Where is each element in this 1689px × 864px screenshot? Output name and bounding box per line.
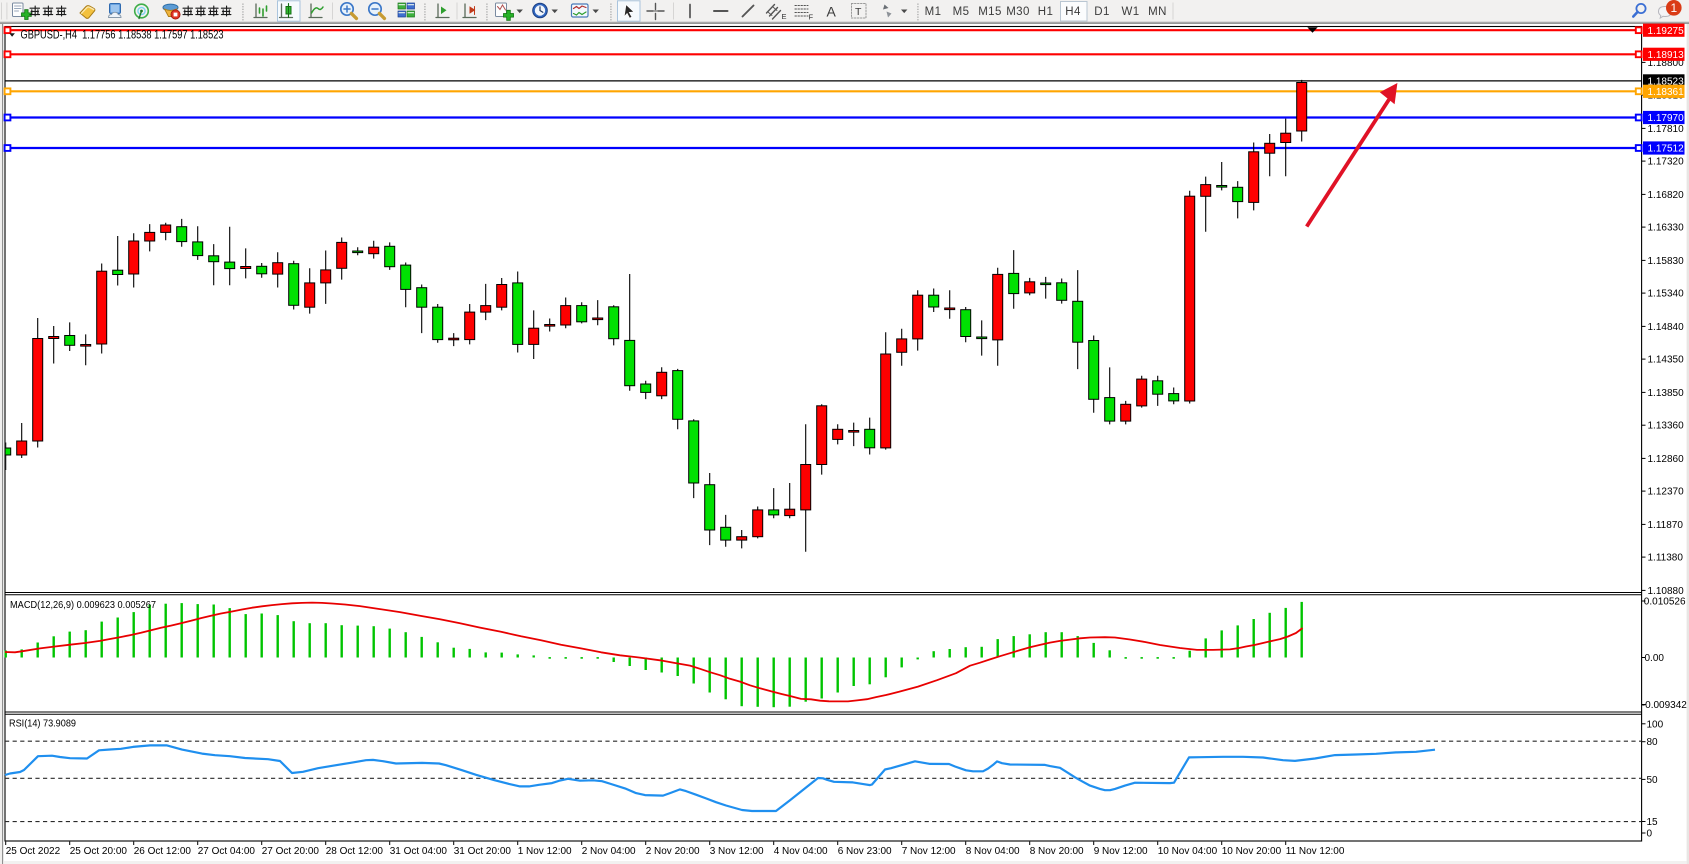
svg-text:1.16330: 1.16330	[1648, 223, 1685, 234]
svg-text:1.13360: 1.13360	[1648, 421, 1685, 432]
svg-text:10 Nov 04:00: 10 Nov 04:00	[1158, 846, 1218, 857]
svg-text:31 Oct 20:00: 31 Oct 20:00	[454, 846, 512, 857]
svg-text:1.15830: 1.15830	[1648, 256, 1685, 267]
svg-text:31 Oct 04:00: 31 Oct 04:00	[390, 846, 448, 857]
svg-text:9 Nov 12:00: 9 Nov 12:00	[1094, 846, 1148, 857]
svg-text:1.17320: 1.17320	[1648, 157, 1685, 168]
svg-text:0.010526: 0.010526	[1644, 597, 1686, 608]
svg-text:25 Oct 2022: 25 Oct 2022	[6, 846, 61, 857]
svg-text:80: 80	[1647, 737, 1659, 748]
svg-text:T: T	[855, 6, 862, 18]
svg-text:27 Oct 04:00: 27 Oct 04:00	[198, 846, 256, 857]
svg-text:25 Oct 20:00: 25 Oct 20:00	[70, 846, 128, 857]
svg-text:2 Nov 20:00: 2 Nov 20:00	[646, 846, 700, 857]
svg-text:1.12860: 1.12860	[1648, 454, 1685, 465]
svg-text:8 Nov 20:00: 8 Nov 20:00	[1030, 846, 1084, 857]
svg-text:F: F	[809, 13, 814, 22]
svg-text:1.10880: 1.10880	[1648, 586, 1685, 597]
svg-text:50: 50	[1647, 775, 1659, 786]
svg-text:RSI(14) 73.9089: RSI(14) 73.9089	[9, 718, 76, 730]
svg-text:A: A	[827, 4, 837, 20]
svg-text:1.11380: 1.11380	[1648, 553, 1684, 564]
svg-text:100: 100	[1647, 719, 1664, 730]
svg-text:1.16820: 1.16820	[1648, 190, 1685, 201]
svg-text:15: 15	[1647, 817, 1659, 828]
svg-text:M30: M30	[1006, 6, 1030, 18]
svg-text:1.17810: 1.17810	[1648, 124, 1685, 135]
svg-text:H4: H4	[1065, 6, 1081, 18]
svg-text:26 Oct 12:00: 26 Oct 12:00	[134, 846, 192, 857]
svg-text:-0.009342: -0.009342	[1642, 700, 1687, 711]
svg-text:1.18361: 1.18361	[1648, 87, 1685, 98]
svg-text:7 Nov 12:00: 7 Nov 12:00	[902, 846, 956, 857]
svg-text:GBPUSD-,H4 1.17756 1.18538 1.: GBPUSD-,H4 1.17756 1.18538 1.17597 1.185…	[21, 30, 224, 42]
svg-text:6 Nov 23:00: 6 Nov 23:00	[838, 846, 892, 857]
svg-text:H1: H1	[1038, 6, 1054, 18]
svg-text:M5: M5	[953, 6, 970, 18]
svg-text:1.12370: 1.12370	[1648, 487, 1685, 498]
svg-text:27 Oct 20:00: 27 Oct 20:00	[262, 846, 320, 857]
svg-text:0.00: 0.00	[1645, 653, 1665, 664]
svg-text:0: 0	[1647, 829, 1653, 840]
svg-text:E: E	[782, 12, 787, 21]
svg-text:1.14840: 1.14840	[1648, 322, 1685, 333]
svg-text:1.18523: 1.18523	[1648, 77, 1685, 88]
svg-text:1.18913: 1.18913	[1648, 50, 1685, 61]
svg-text:M1: M1	[925, 6, 942, 18]
svg-text:1.18800: 1.18800	[1648, 58, 1685, 69]
svg-text:1.11870: 1.11870	[1648, 520, 1684, 531]
svg-text:1 Nov 12:00: 1 Nov 12:00	[518, 846, 572, 857]
svg-text:MACD(12,26,9) 0.009623 0.00526: MACD(12,26,9) 0.009623 0.005267	[10, 599, 156, 611]
svg-text:MN: MN	[1148, 6, 1167, 18]
svg-text:28 Oct 12:00: 28 Oct 12:00	[326, 846, 384, 857]
svg-text:10 Nov 20:00: 10 Nov 20:00	[1222, 846, 1282, 857]
svg-text:1.19275: 1.19275	[1648, 26, 1685, 37]
svg-text:1.17970: 1.17970	[1648, 113, 1685, 124]
svg-text:2 Nov 04:00: 2 Nov 04:00	[582, 846, 636, 857]
svg-text:1.15340: 1.15340	[1648, 289, 1685, 300]
svg-text:3 Nov 12:00: 3 Nov 12:00	[710, 846, 764, 857]
svg-text:1.13850: 1.13850	[1648, 388, 1685, 399]
svg-text:M15: M15	[978, 6, 1002, 18]
svg-text:1.17512: 1.17512	[1648, 144, 1685, 155]
svg-text:1: 1	[1670, 1, 1677, 15]
svg-text:4 Nov 04:00: 4 Nov 04:00	[774, 846, 828, 857]
svg-text:1.14350: 1.14350	[1648, 355, 1685, 366]
svg-text:D1: D1	[1094, 6, 1110, 18]
svg-text:11 Nov 12:00: 11 Nov 12:00	[1286, 846, 1345, 857]
svg-text:W1: W1	[1121, 6, 1139, 18]
svg-text:8 Nov 04:00: 8 Nov 04:00	[966, 846, 1020, 857]
